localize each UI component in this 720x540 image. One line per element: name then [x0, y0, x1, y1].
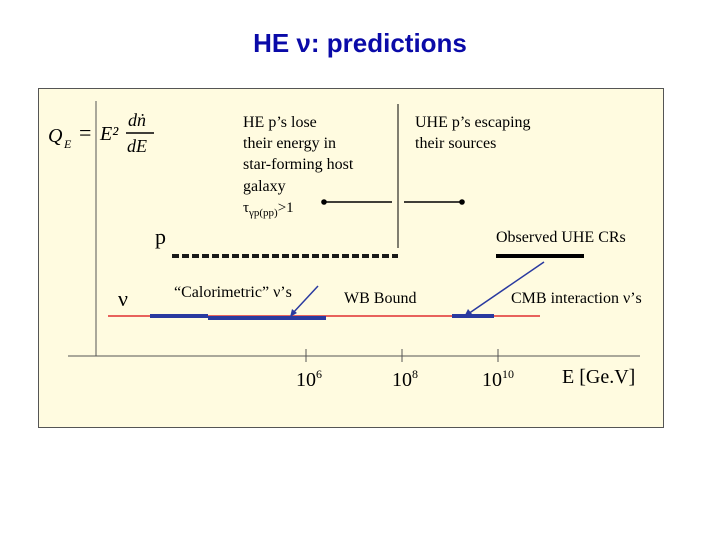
he-p-lose-line-1: HE p’s lose	[243, 114, 317, 131]
left-regime-dot	[321, 199, 327, 205]
he-p-lose-line-2: their energy in	[243, 135, 336, 152]
formula: Q E = E² dṅ dE	[48, 110, 154, 156]
tick-label-1e10: 1010	[482, 367, 514, 391]
cmb-arrow	[467, 261, 545, 315]
proton-row-label: p	[155, 224, 166, 249]
tick-label-1e8: 108	[392, 367, 418, 391]
tick-label-1e6: 106	[296, 367, 322, 391]
calorimetric-label: “Calorimetric” ν’s	[174, 284, 292, 301]
uhe-escape-note: UHE p’s escaping their sources	[415, 114, 531, 152]
right-regime-dot	[459, 199, 465, 205]
formula-numerator: dṅ	[128, 110, 146, 130]
uhe-escape-line-1: UHE p’s escaping	[415, 114, 531, 131]
formula-e-squared: E²	[99, 123, 119, 145]
he-p-lose-line-3: star-forming host	[243, 156, 354, 173]
x-axis-label: E [Ge.V]	[562, 366, 635, 388]
formula-q-sub: E	[63, 137, 72, 151]
he-p-lose-line-4: galaxy	[243, 178, 286, 195]
observed-uhe-label: Observed UHE CRs	[496, 229, 626, 246]
formula-equals: =	[79, 120, 91, 145]
cmb-interaction-label: CMB interaction ν’s	[511, 290, 642, 307]
neutrino-row-label: ν	[118, 286, 128, 311]
cmb-arrowhead	[464, 309, 472, 317]
he-p-lose-note: HE p’s lose their energy in star-forming…	[243, 114, 354, 195]
formula-q: Q	[48, 125, 63, 147]
uhe-escape-line-2: their sources	[415, 135, 496, 152]
calorimetric-arrow	[291, 285, 319, 315]
page-title: HE ν: predictions	[253, 28, 467, 58]
formula-denominator: dE	[127, 136, 147, 156]
wb-bound-label: WB Bound	[344, 290, 416, 307]
tau-optical-depth: τγp(pp)>1	[243, 200, 294, 219]
calorimetric-arrowhead	[290, 309, 297, 317]
